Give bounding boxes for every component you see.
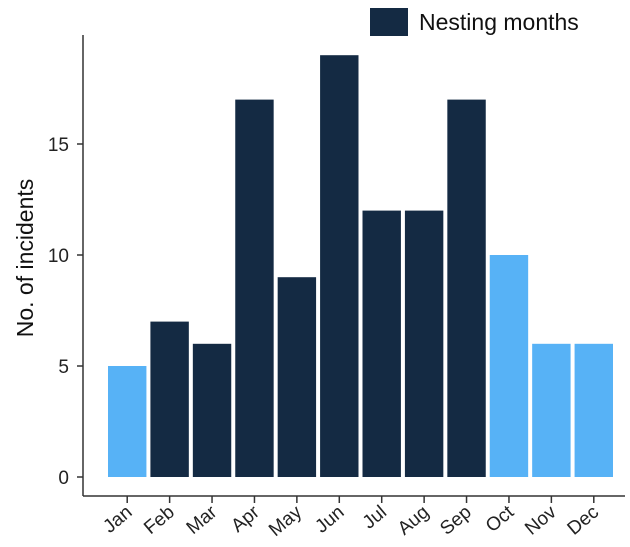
bar-feb — [150, 321, 189, 477]
x-tick-label-sep: Sep — [436, 502, 475, 540]
x-tick-label-feb: Feb — [140, 502, 179, 539]
x-tick-label-apr: Apr — [228, 501, 265, 537]
legend: Nesting months — [370, 8, 579, 36]
bar-nov — [532, 343, 571, 477]
legend-label: Nesting months — [419, 9, 579, 35]
bar-dec — [574, 343, 613, 477]
bar-jan — [108, 366, 147, 477]
x-tick-label-mar: Mar — [183, 501, 222, 539]
y-tick-label: 5 — [58, 357, 69, 378]
bar-sep — [447, 99, 486, 477]
y-tick-label: 0 — [58, 468, 69, 489]
bar-oct — [489, 255, 529, 477]
x-axis: Jan Feb Mar Apr May Jun Jul Aug Sep Oct Nov Dec — [83, 495, 625, 541]
y-axis-title: No. of incidents — [12, 179, 38, 338]
y-axis: 0 5 10 15 — [48, 35, 84, 496]
bar-jun — [320, 55, 359, 477]
x-tick-label-oct: Oct — [482, 501, 519, 537]
y-tick-label: 10 — [48, 246, 69, 267]
x-tick-label-jan: Jan — [99, 502, 136, 538]
bar-apr — [235, 99, 274, 477]
bars — [108, 55, 613, 477]
x-tick-label-jul: Jul — [359, 502, 391, 534]
x-tick-label-jun: Jun — [312, 502, 349, 538]
bar-may — [277, 277, 317, 477]
legend-swatch — [370, 8, 408, 36]
x-tick-label-dec: Dec — [564, 502, 603, 540]
x-tick-label-aug: Aug — [394, 502, 433, 540]
bar-jul — [362, 210, 401, 477]
x-tick-label-may: May — [265, 501, 306, 540]
x-tick-label-nov: Nov — [521, 501, 561, 539]
y-tick-label: 15 — [48, 135, 69, 156]
bar-mar — [192, 343, 232, 477]
bar-aug — [404, 210, 444, 477]
